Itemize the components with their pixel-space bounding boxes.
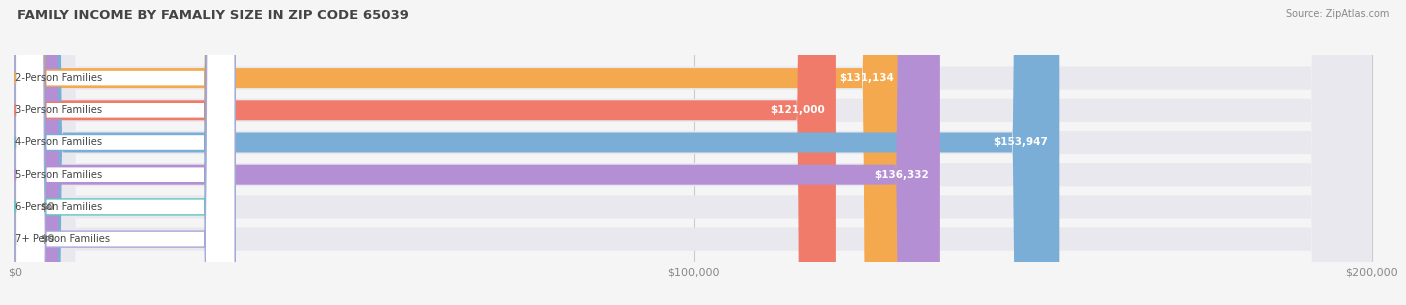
FancyBboxPatch shape — [15, 0, 235, 305]
FancyBboxPatch shape — [15, 0, 235, 305]
Text: $153,947: $153,947 — [994, 138, 1049, 148]
Text: 3-Person Families: 3-Person Families — [15, 105, 103, 115]
Text: Source: ZipAtlas.com: Source: ZipAtlas.com — [1285, 9, 1389, 19]
Text: FAMILY INCOME BY FAMALIY SIZE IN ZIP CODE 65039: FAMILY INCOME BY FAMALIY SIZE IN ZIP COD… — [17, 9, 409, 22]
FancyBboxPatch shape — [15, 0, 1059, 305]
FancyBboxPatch shape — [15, 0, 235, 305]
Text: $131,134: $131,134 — [839, 73, 894, 83]
Text: 7+ Person Families: 7+ Person Families — [15, 234, 111, 244]
FancyBboxPatch shape — [15, 0, 837, 305]
FancyBboxPatch shape — [15, 0, 1372, 305]
FancyBboxPatch shape — [15, 0, 939, 305]
FancyBboxPatch shape — [15, 0, 235, 305]
FancyBboxPatch shape — [15, 0, 1372, 305]
Text: 4-Person Families: 4-Person Families — [15, 138, 103, 148]
FancyBboxPatch shape — [15, 0, 1372, 305]
Text: 2-Person Families: 2-Person Families — [15, 73, 103, 83]
Text: 6-Person Families: 6-Person Families — [15, 202, 103, 212]
Text: $136,332: $136,332 — [875, 170, 929, 180]
Text: $0: $0 — [39, 202, 55, 212]
FancyBboxPatch shape — [15, 0, 1372, 305]
FancyBboxPatch shape — [15, 0, 1372, 305]
FancyBboxPatch shape — [15, 0, 1372, 305]
Text: 5-Person Families: 5-Person Families — [15, 170, 103, 180]
FancyBboxPatch shape — [15, 0, 904, 305]
FancyBboxPatch shape — [15, 0, 235, 305]
FancyBboxPatch shape — [15, 0, 235, 305]
Text: $121,000: $121,000 — [770, 105, 825, 115]
Text: $0: $0 — [39, 234, 55, 244]
